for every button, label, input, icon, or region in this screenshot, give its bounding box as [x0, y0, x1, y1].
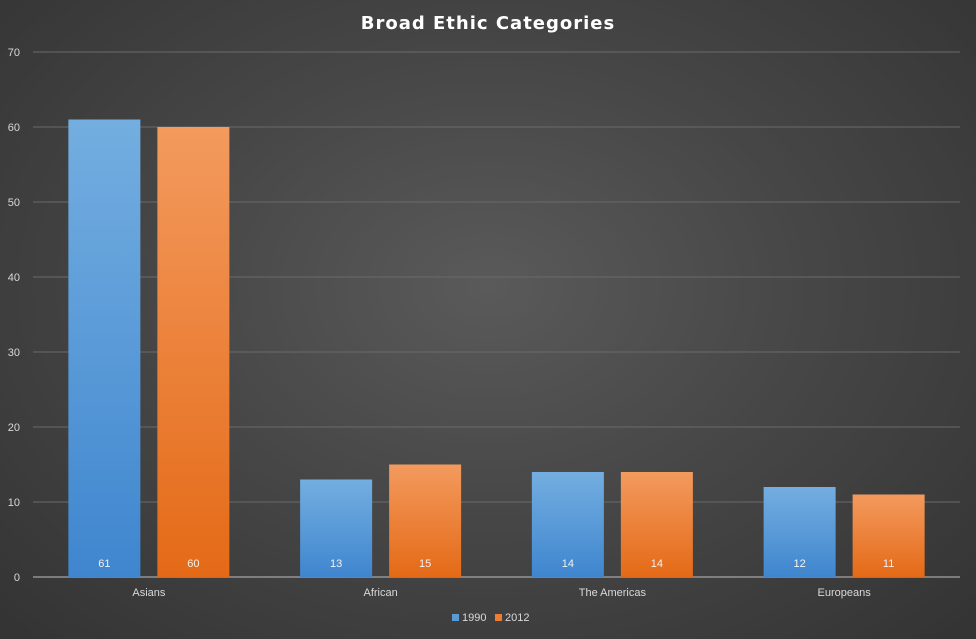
data-label: 14: [651, 558, 663, 570]
data-label: 12: [794, 558, 806, 570]
bar-1990-african: [300, 479, 373, 577]
bars: 61 60 13 15 14 14 12 11: [68, 119, 925, 577]
y-tick-label: 60: [8, 122, 20, 134]
bar-1990-asians: [68, 119, 141, 577]
y-tick-label: 0: [14, 572, 20, 584]
data-label: 13: [330, 558, 342, 570]
y-tick-label: 50: [8, 197, 20, 209]
y-tick-label: 10: [8, 497, 20, 509]
x-tick-label: Europeans: [818, 587, 872, 599]
data-label: 14: [562, 558, 574, 570]
data-label: 15: [419, 558, 431, 570]
x-tick-label: African: [364, 587, 398, 599]
bar-1990-the-americas: [531, 472, 604, 577]
y-tick-label: 30: [8, 347, 20, 359]
data-label: 60: [187, 558, 199, 570]
bar-2012-asians: [157, 127, 230, 577]
chart-title: Broad Ethic Categories: [361, 13, 615, 34]
y-axis: 0 10 20 30 40 50 60 70: [8, 47, 20, 584]
data-label: 61: [98, 558, 110, 570]
x-tick-label: The Americas: [579, 587, 647, 599]
data-label: 11: [883, 558, 894, 570]
y-tick-label: 40: [8, 272, 20, 284]
bar-2012-europeans: [852, 494, 925, 577]
bar-2012-the-americas: [620, 472, 693, 577]
legend: 1990 2012: [452, 612, 529, 624]
legend-swatch-1990: [452, 614, 459, 621]
x-axis: Asians African The Americas Europeans: [132, 587, 871, 599]
y-tick-label: 20: [8, 422, 20, 434]
legend-label-2012: 2012: [505, 612, 529, 624]
bar-2012-african: [389, 464, 462, 577]
legend-swatch-2012: [495, 614, 502, 621]
bar-1990-europeans: [763, 487, 836, 577]
y-tick-label: 70: [8, 47, 20, 59]
x-tick-label: Asians: [132, 587, 166, 599]
legend-label-1990: 1990: [462, 612, 486, 624]
